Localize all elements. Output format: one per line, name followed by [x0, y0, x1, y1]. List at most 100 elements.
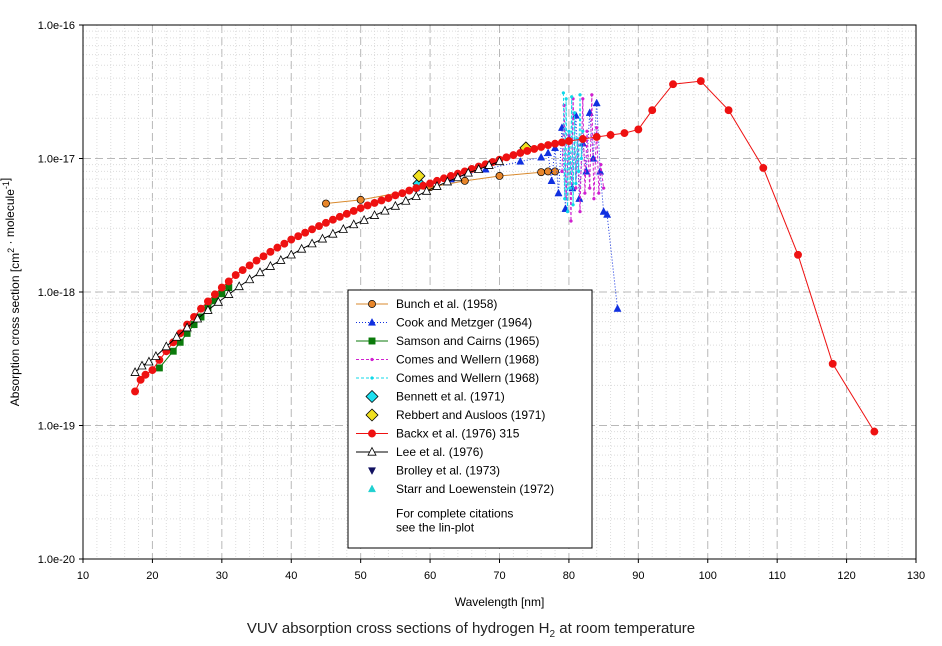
data-point — [601, 186, 606, 190]
data-point — [551, 139, 559, 148]
data-point — [442, 176, 453, 186]
x-tick-label: 60 — [424, 570, 436, 582]
data-point — [169, 347, 177, 355]
data-point — [244, 274, 255, 284]
x-tick-label: 10 — [77, 570, 89, 582]
data-point — [308, 225, 317, 234]
x-axis-label: Wavelength [nm] — [455, 595, 545, 609]
legend-label: Comes and Wellern (1968) — [396, 353, 539, 367]
data-point — [583, 191, 587, 195]
data-point — [315, 222, 323, 230]
data-point — [377, 196, 386, 205]
data-point — [411, 191, 421, 201]
data-point — [613, 304, 622, 312]
data-point — [296, 243, 307, 253]
data-point — [453, 172, 463, 182]
data-point — [322, 218, 330, 227]
data-point — [446, 172, 455, 180]
figure-caption: VUV absorption cross sections of hydroge… — [0, 620, 942, 640]
series-4 — [561, 91, 585, 214]
data-point — [578, 209, 582, 214]
legend-label: Backx et al. (1976) 315 — [396, 427, 520, 441]
data-point — [287, 235, 296, 244]
data-point — [370, 198, 379, 207]
legend-box — [347, 289, 593, 549]
data-point — [494, 156, 505, 166]
data-point — [217, 283, 226, 292]
data-point — [648, 106, 657, 115]
data-point — [213, 296, 224, 306]
x-tick-label: 100 — [699, 570, 717, 582]
data-point — [560, 169, 564, 174]
series-8 — [130, 156, 505, 376]
data-point — [570, 95, 574, 99]
data-point — [255, 267, 265, 277]
legend-item: Backx et al. (1976) 315 — [356, 427, 520, 441]
y-axis-label-part: Absorption cross section [cm — [8, 253, 22, 406]
legend-note: see the lin-plot — [396, 521, 475, 535]
legend-marker — [370, 376, 374, 380]
data-point — [136, 375, 145, 384]
data-point — [363, 201, 372, 210]
data-point — [572, 111, 577, 115]
legend-item: Cook and Metzger (1964) — [356, 316, 532, 330]
x-tick-label: 90 — [632, 570, 644, 582]
y-tick-label: 1.0e-18 — [38, 287, 75, 299]
caption-prefix: VUV absorption cross sections of hydroge… — [246, 620, 550, 637]
caption-subscript: 2 — [549, 629, 556, 640]
data-point — [724, 106, 733, 115]
y-tick-label: 1.0e-17 — [38, 154, 75, 166]
legend-item: Brolley et al. (1973) — [367, 464, 500, 478]
legend-marker — [368, 300, 376, 308]
data-point — [224, 289, 234, 298]
legend-marker — [365, 408, 379, 422]
data-point — [380, 205, 390, 215]
data-point — [148, 366, 157, 375]
data-point — [563, 197, 567, 201]
data-point — [564, 137, 573, 146]
data-point — [590, 93, 594, 97]
data-point — [581, 97, 585, 101]
data-point — [620, 129, 629, 138]
data-point — [197, 304, 205, 313]
x-tick-label: 40 — [285, 570, 297, 582]
data-point — [266, 247, 275, 256]
y-axis-label-sup: -1 — [1, 181, 11, 189]
data-point — [463, 167, 473, 177]
data-point — [554, 188, 563, 197]
legend-label: Comes and Wellern (1968) — [396, 371, 539, 385]
legend: Bunch et al. (1958) Cook and Metzger (196… — [347, 289, 593, 549]
legend-marker — [367, 446, 377, 456]
data-point — [585, 129, 589, 133]
legend-item: Rebbert and Ausloos (1971) — [365, 408, 545, 422]
data-point — [307, 238, 317, 248]
data-point — [578, 135, 587, 143]
data-point — [419, 181, 428, 190]
data-point — [516, 156, 525, 165]
y-tick-label: 1.0e-16 — [38, 20, 75, 32]
legend-item: Bunch et al. (1958) — [356, 297, 497, 311]
data-point — [234, 281, 244, 291]
data-point — [588, 186, 592, 190]
data-point — [137, 360, 147, 370]
x-tick-label: 130 — [907, 570, 925, 582]
data-point — [259, 252, 268, 261]
data-point — [567, 129, 571, 133]
data-point — [390, 200, 401, 210]
legend-item: Bennett et al. (1971) — [365, 390, 505, 404]
series-3 — [560, 93, 606, 223]
data-point — [565, 209, 570, 214]
data-point — [537, 168, 546, 177]
data-point — [828, 359, 837, 368]
series-0 — [322, 167, 559, 208]
data-point — [218, 290, 226, 298]
data-point — [144, 356, 154, 366]
data-point — [280, 239, 289, 248]
legend-marker — [367, 467, 377, 475]
legend-label: Cook and Metzger (1964) — [396, 316, 532, 330]
data-point — [161, 341, 171, 351]
data-point — [335, 212, 344, 221]
data-point — [405, 186, 414, 195]
legend-item: Lee et al. (1976) — [356, 445, 483, 459]
data-point — [338, 224, 348, 233]
